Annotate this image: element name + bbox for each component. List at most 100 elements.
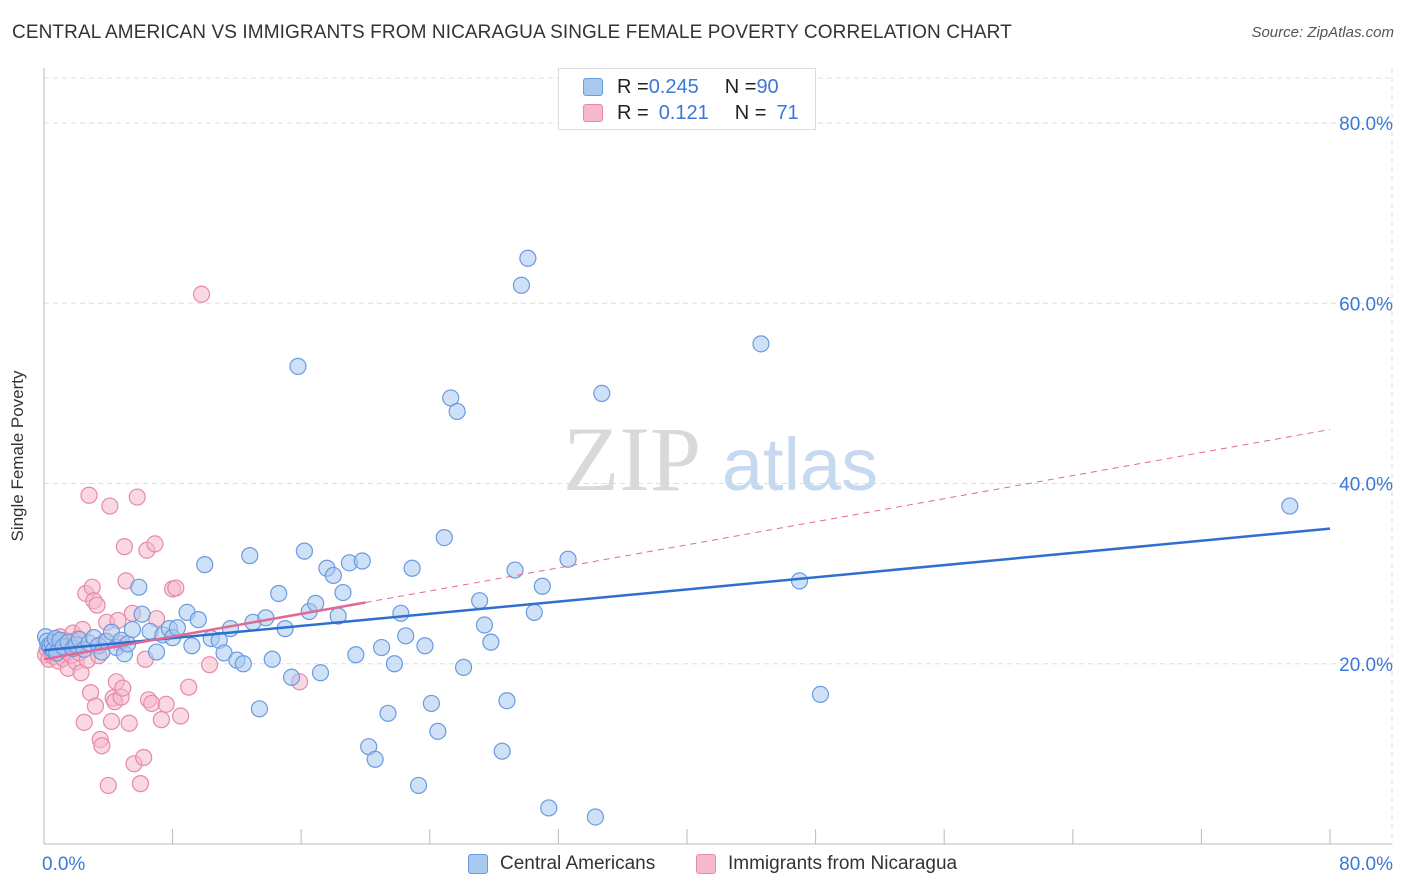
point-central-american xyxy=(435,528,453,547)
point-nicaragua xyxy=(131,775,150,793)
x-tick-label-max: 80.0% xyxy=(1339,854,1393,875)
point-central-american xyxy=(196,556,214,574)
y-axis-label: Single Female Poverty xyxy=(8,370,27,542)
x-tick-label-min: 0.0% xyxy=(42,854,85,875)
point-central-american xyxy=(334,583,352,602)
y-tick-label: 20.0% xyxy=(1339,655,1393,676)
point-nicaragua xyxy=(128,488,146,506)
point-nicaragua xyxy=(143,694,161,713)
point-central-american xyxy=(366,750,384,768)
grid-lines xyxy=(44,68,1393,844)
point-nicaragua xyxy=(88,596,106,614)
bottom-legend-nicaragua: Immigrants from Nicaragua xyxy=(696,852,957,876)
legend-n-label: N = xyxy=(724,75,757,98)
point-central-american xyxy=(234,655,252,673)
point-central-american xyxy=(493,742,511,760)
bottom-legend-label: Central Americans xyxy=(500,853,656,874)
point-nicaragua xyxy=(167,579,185,597)
trend-lines xyxy=(43,428,1331,661)
point-central-american xyxy=(397,627,415,645)
point-central-american xyxy=(593,384,611,403)
point-central-american xyxy=(133,605,151,623)
point-central-american xyxy=(353,552,371,570)
bottom-legend-label: Immigrants from Nicaragua xyxy=(728,853,958,874)
axes xyxy=(43,68,1392,845)
point-central-american xyxy=(482,633,500,651)
point-central-american xyxy=(525,603,543,621)
bottom-legend-swatch-pink xyxy=(696,854,716,874)
point-central-american xyxy=(392,604,410,622)
point-central-american xyxy=(448,402,466,421)
legend-row-central-americans: R = 0.245 N = 90 xyxy=(583,75,779,99)
point-central-american xyxy=(250,700,269,718)
point-central-american xyxy=(475,616,494,634)
point-central-american xyxy=(429,722,447,740)
legend-n-value: 71 xyxy=(776,101,799,124)
trend-central-americans xyxy=(43,527,1331,652)
point-nicaragua xyxy=(180,678,198,696)
watermark: ZIP atlas xyxy=(563,408,878,510)
point-nicaragua xyxy=(157,695,175,713)
point-central-american xyxy=(270,584,288,603)
trend-nicaragua-extension xyxy=(365,428,1331,603)
point-nicaragua xyxy=(75,713,93,731)
bottom-legend-central-americans: Central Americans xyxy=(468,852,655,876)
point-nicaragua xyxy=(120,714,138,732)
point-central-american xyxy=(257,609,275,627)
point-central-american xyxy=(540,799,558,817)
point-central-american xyxy=(533,577,551,595)
point-central-american xyxy=(147,643,166,661)
point-central-american xyxy=(811,685,830,704)
watermark-zip: ZIP xyxy=(563,408,701,510)
point-central-american xyxy=(324,566,342,585)
point-central-american xyxy=(282,668,301,686)
point-central-american xyxy=(168,619,187,637)
legend-r-label: R = xyxy=(617,101,649,124)
point-central-american xyxy=(263,650,281,668)
y-tick-label: 80.0% xyxy=(1339,114,1393,135)
point-central-american xyxy=(183,637,201,655)
point-central-american xyxy=(422,694,441,713)
point-central-american xyxy=(498,692,516,710)
point-nicaragua xyxy=(192,285,211,303)
point-central-american xyxy=(1281,497,1299,515)
point-central-american xyxy=(559,550,577,568)
point-central-american xyxy=(241,547,259,565)
point-central-american xyxy=(379,704,397,722)
point-central-american xyxy=(295,542,314,560)
point-nicaragua xyxy=(115,538,133,556)
point-central-american xyxy=(790,572,809,590)
point-nicaragua xyxy=(102,712,121,731)
point-central-american xyxy=(519,249,537,267)
point-central-american xyxy=(471,592,489,610)
legend-r-label: R = xyxy=(617,75,649,98)
point-central-american xyxy=(372,638,391,657)
point-central-american xyxy=(311,664,330,682)
watermark-atlas: atlas xyxy=(722,423,878,506)
legend-swatch-blue xyxy=(583,78,603,96)
point-central-american xyxy=(512,276,531,294)
point-central-american xyxy=(752,335,770,353)
bottom-legend-swatch-blue xyxy=(468,854,488,874)
point-central-american xyxy=(189,611,207,629)
point-central-american xyxy=(416,637,434,655)
point-central-american xyxy=(506,561,524,579)
series-nicaragua-points xyxy=(37,285,309,795)
point-central-american xyxy=(123,620,142,639)
point-central-american xyxy=(586,808,604,826)
point-central-american xyxy=(454,658,473,676)
point-nicaragua xyxy=(152,711,170,729)
point-nicaragua xyxy=(80,486,98,504)
point-central-american xyxy=(409,776,428,795)
point-nicaragua xyxy=(146,535,164,553)
point-nicaragua xyxy=(101,497,119,515)
legend-r-value: 0.121 xyxy=(658,101,709,124)
source-note: Source: ZipAtlas.com xyxy=(1251,24,1394,41)
point-central-american xyxy=(289,357,307,375)
trend-nicaragua xyxy=(43,601,366,661)
point-central-american xyxy=(403,559,421,577)
legend-n-value: 90 xyxy=(756,75,779,98)
legend-swatch-pink xyxy=(583,104,603,122)
point-central-american xyxy=(347,646,365,664)
point-nicaragua xyxy=(99,776,117,795)
